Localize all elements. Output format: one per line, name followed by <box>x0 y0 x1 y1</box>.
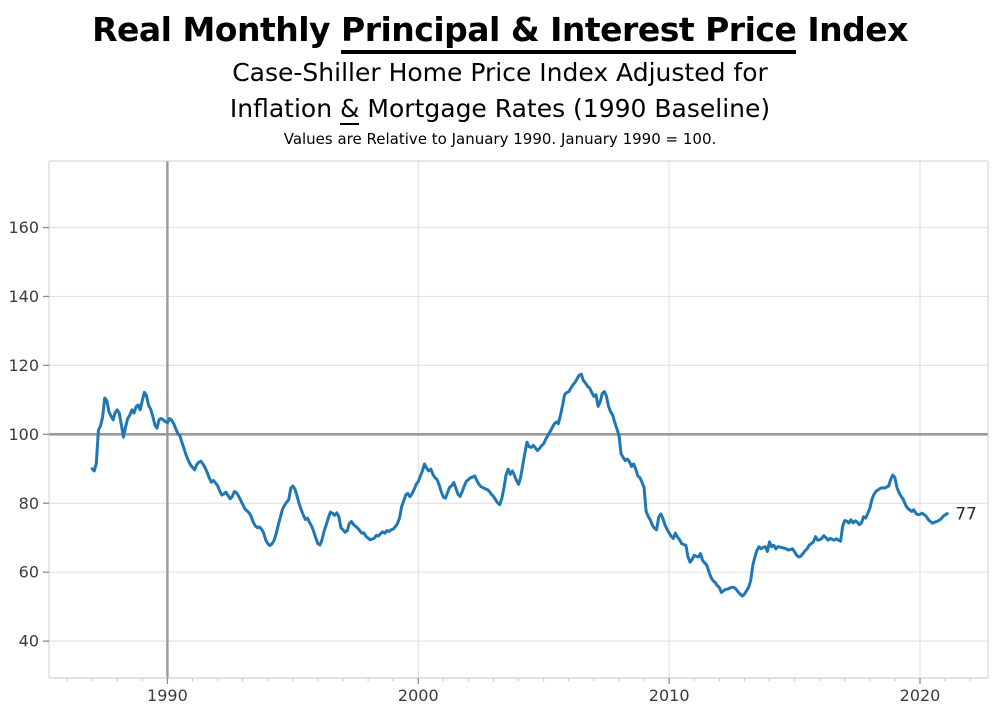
chart-header: Real Monthly Principal & Interest Price … <box>0 8 1000 148</box>
baseline-annotations <box>49 161 988 678</box>
y-tick-label: 160 <box>8 218 39 237</box>
title-underlined: Principal & Interest Price <box>341 10 797 54</box>
title-suffix: Index <box>796 10 908 49</box>
x-tick-label: 1990 <box>147 686 188 705</box>
title-prefix: Real Monthly <box>92 10 342 49</box>
y-tick-label: 120 <box>8 356 39 375</box>
y-tick-label: 40 <box>19 632 39 651</box>
y-tick-label: 60 <box>19 563 39 582</box>
y-tick-label: 100 <box>8 425 39 444</box>
subtitle-line1: Case-Shiller Home Price Index Adjusted f… <box>232 58 768 87</box>
axis-tick-labels: 40 60 80 100 120 140 160 1990 2000 2010 2020 <box>8 218 940 705</box>
chart-note: Values are Relative to January 1990. Jan… <box>283 130 717 148</box>
subtitle-line2-underlined: & <box>339 94 360 125</box>
page-title: Real Monthly Principal & Interest Price … <box>0 8 1000 54</box>
x-tick-label: 2020 <box>900 686 941 705</box>
plot-border <box>48 160 989 679</box>
x-tick-label: 2000 <box>398 686 439 705</box>
y-tick-label: 80 <box>19 494 39 513</box>
subtitle-line2-prefix: Inflation <box>229 94 340 123</box>
index-series-line <box>90 372 949 598</box>
y-tick-label: 140 <box>8 287 39 306</box>
chart-subtitle: Case-Shiller Home Price Index Adjusted f… <box>0 55 1000 127</box>
subtitle-line2-suffix: Mortgage Rates (1990 Baseline) <box>359 94 771 123</box>
end-value-label: 77 <box>955 505 977 525</box>
x-tick-label: 2010 <box>649 686 690 705</box>
gridlines <box>49 161 988 678</box>
axis-ticks <box>43 226 971 684</box>
